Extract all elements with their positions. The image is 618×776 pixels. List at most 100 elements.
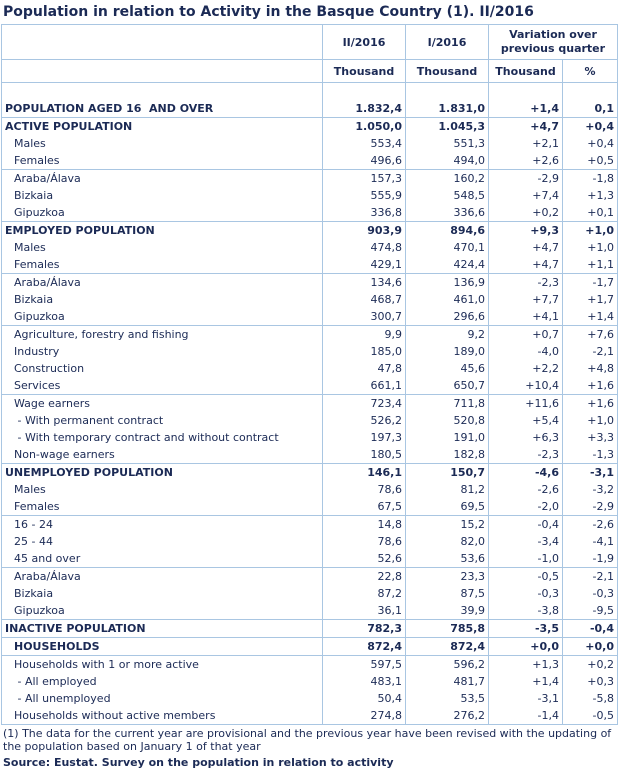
cell-value: 782,3	[322, 619, 406, 638]
cell-value: 872,4	[405, 637, 489, 656]
row-label: Males	[14, 137, 46, 150]
table-row: Bizkaia 555,9 548,5 +7,4 +1,3	[2, 187, 618, 204]
table-row: EMPLOYED POPULATION 903,9 894,6 +9,3 +1,0	[1, 221, 618, 239]
row-label: INACTIVE POPULATION	[1, 619, 323, 638]
table-row: 45 and over 52,6 53,6 -1,0 -1,9	[2, 550, 618, 568]
header-unit: Thousand	[322, 59, 406, 83]
cell-value: 78,6	[322, 533, 406, 550]
cell-value: 53,5	[405, 690, 489, 707]
spacer	[405, 82, 489, 100]
cell-value: 69,5	[405, 498, 489, 516]
table-row: Construction 47,8 45,6 +2,2 +4,8	[2, 360, 618, 377]
row-label: Araba/Álava	[1, 169, 323, 187]
cell-value: 276,2	[405, 707, 489, 725]
cell-value: -1,9	[562, 550, 618, 568]
table-row: - All employed 483,1 481,7 +1,4 +0,3	[2, 673, 618, 690]
cell-value: 520,8	[405, 412, 489, 429]
table-row: Males 78,6 81,2 -2,6 -3,2	[2, 481, 618, 498]
cell-value: -2,1	[562, 567, 618, 585]
cell-value: 424,4	[405, 256, 489, 274]
cell-value: 336,8	[322, 204, 406, 222]
cell-value: 134,6	[322, 273, 406, 291]
table-row: - With permanent contract 526,2 520,8 +5,4 +…	[2, 412, 618, 429]
row-label: Gipuzkoa	[14, 604, 65, 617]
cell-value: 551,3	[405, 135, 489, 152]
table-row: - With temporary contract and without co…	[2, 429, 618, 446]
row-label: Males	[14, 483, 46, 496]
cell-value: 526,2	[322, 412, 406, 429]
spacer	[322, 82, 406, 100]
row-label: 16 - 24	[1, 515, 323, 533]
table-row: Females 67,5 69,5 -2,0 -2,9	[2, 498, 618, 516]
cell-value: +2,6	[488, 152, 563, 170]
table-row: Agriculture, forestry and fishing 9,9 9,2 +…	[1, 325, 618, 343]
cell-value: +6,3	[488, 429, 563, 446]
header-unit: Thousand	[488, 59, 563, 83]
cell-value: 661,1	[322, 377, 406, 395]
cell-value: 45,6	[405, 360, 489, 377]
header-blank	[2, 25, 323, 60]
row-label: Bizkaia	[14, 189, 54, 202]
cell-value: -5,8	[562, 690, 618, 707]
cell-value: -3,4	[488, 533, 563, 550]
cell-value: +7,4	[488, 187, 563, 204]
cell-value: 555,9	[322, 187, 406, 204]
cell-value: 136,9	[405, 273, 489, 291]
table-row: Males 553,4 551,3 +2,1 +0,4	[2, 135, 618, 152]
row-label: Construction	[14, 362, 85, 375]
cell-value: -2,3	[488, 273, 563, 291]
row-label: Households with 1 or more active	[1, 655, 323, 673]
cell-value: +0,1	[562, 204, 618, 222]
table-row: Households without active members 274,8 27…	[2, 707, 618, 725]
cell-value: 1.832,4	[322, 100, 406, 118]
cell-value: 296,6	[405, 308, 489, 326]
table-row: Households with 1 or more active 597,5 596…	[1, 655, 618, 673]
table-row: Gipuzkoa 336,8 336,6 +0,2 +0,1	[2, 204, 618, 222]
row-label: Araba/Álava	[1, 567, 323, 585]
cell-value: 197,3	[322, 429, 406, 446]
cell-value: -1,3	[562, 446, 618, 464]
cell-value: +1,0	[562, 221, 618, 239]
cell-value: 67,5	[322, 498, 406, 516]
row-label: - All employed	[14, 675, 97, 688]
table-row: Araba/Álava 157,3 160,2 -2,9 -1,8	[1, 169, 618, 187]
cell-value: +7,7	[488, 291, 563, 308]
cell-value: 50,4	[322, 690, 406, 707]
cell-value: +1,7	[562, 291, 618, 308]
cell-value: +2,1	[488, 135, 563, 152]
cell-value: 894,6	[405, 221, 489, 239]
cell-value: +0,0	[562, 637, 618, 656]
cell-value: 548,5	[405, 187, 489, 204]
cell-value: -0,5	[562, 707, 618, 725]
cell-value: -4,0	[488, 343, 563, 360]
table-row: Araba/Álava 22,8 23,3 -0,5 -2,1	[1, 567, 618, 585]
row-label: Services	[14, 379, 61, 392]
row-label: Bizkaia	[14, 293, 54, 306]
cell-value: 182,8	[405, 446, 489, 464]
cell-value: -2,0	[488, 498, 563, 516]
cell-value: -0,4	[562, 619, 618, 638]
cell-value: 39,9	[405, 602, 489, 620]
cell-value: 0,1	[562, 100, 618, 118]
row-label: Wage earners	[1, 394, 323, 412]
cell-value: -0,3	[562, 585, 618, 602]
cell-value: +1,0	[562, 412, 618, 429]
cell-value: +2,2	[488, 360, 563, 377]
cell-value: +0,4	[562, 117, 618, 135]
cell-value: -1,4	[488, 707, 563, 725]
cell-value: 785,8	[405, 619, 489, 638]
table-row: INACTIVE POPULATION 782,3 785,8 -3,5 -0,4	[1, 619, 618, 638]
cell-value: 274,8	[322, 707, 406, 725]
header-period: I/2016	[405, 24, 489, 60]
table-row: Araba/Álava 134,6 136,9 -2,3 -1,7	[1, 273, 618, 291]
row-label: - With permanent contract	[14, 414, 164, 427]
spacer	[488, 82, 563, 100]
cell-value: 189,0	[405, 343, 489, 360]
footnote: (1) The data for the current year are pr…	[3, 727, 612, 753]
cell-value: 300,7	[322, 308, 406, 326]
cell-value: +1,3	[562, 187, 618, 204]
cell-value: +4,7	[488, 256, 563, 274]
header-blank	[2, 60, 323, 83]
table-row: Gipuzkoa 36,1 39,9 -3,8 -9,5	[2, 602, 618, 620]
cell-value: -3,5	[488, 619, 563, 638]
